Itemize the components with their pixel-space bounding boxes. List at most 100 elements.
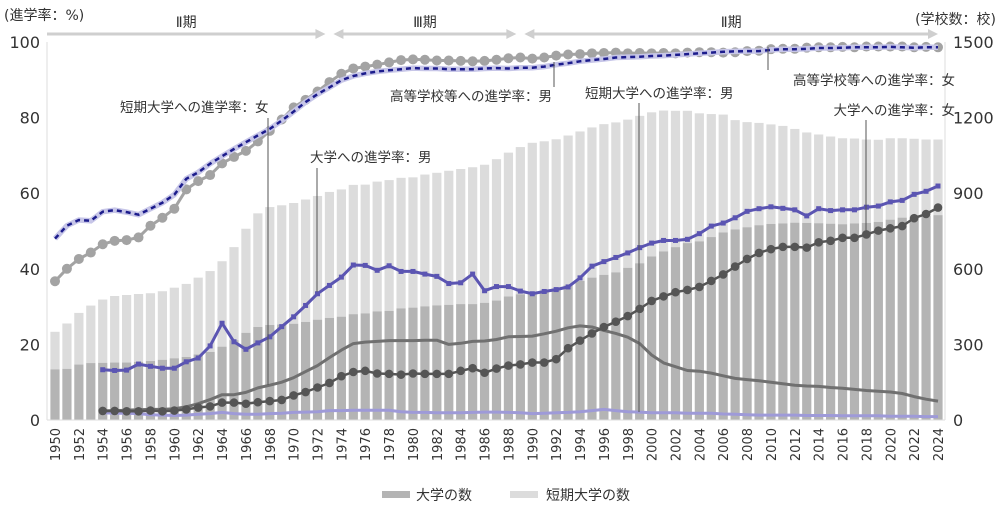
x-tick-label: 1996 xyxy=(598,428,613,461)
bar-universities-2021 xyxy=(897,217,907,420)
point-univ-male-1979 xyxy=(398,268,404,274)
point-univ-male-1974 xyxy=(338,274,344,280)
x-tick-label: 1964 xyxy=(216,428,231,461)
point-univ-female-1974 xyxy=(337,371,346,381)
point-univ-male-2021 xyxy=(899,197,905,203)
point-univ-male-1961 xyxy=(183,359,189,365)
bar-junior-colleges-2007 xyxy=(730,120,740,230)
bar-junior-colleges-1988 xyxy=(503,152,514,297)
bar-junior-colleges-2017 xyxy=(849,138,860,224)
point-univ-male-2007 xyxy=(732,215,738,221)
point-univ-male-1998 xyxy=(625,250,631,256)
point-univ-female-1995 xyxy=(587,329,597,338)
point-univ-female-1965 xyxy=(229,398,239,407)
legend: 大学の数 短期大学の数 xyxy=(382,488,630,504)
point-univ-female-2008 xyxy=(742,254,752,264)
bar-junior-colleges-2006 xyxy=(718,114,728,233)
bar-universities-1963 xyxy=(205,351,215,420)
bar-junior-colleges-2016 xyxy=(837,138,848,225)
bar-junior-colleges-1975 xyxy=(348,184,358,315)
bar-universities-1990 xyxy=(527,292,537,420)
point-hs-female-1957 xyxy=(133,232,144,243)
point-univ-female-2019 xyxy=(874,226,883,235)
bar-junior-colleges-2002 xyxy=(670,110,681,248)
x-tick-label: 1984 xyxy=(455,428,470,461)
bar-junior-colleges-1996 xyxy=(599,124,609,275)
point-univ-male-1967 xyxy=(255,340,261,346)
bar-junior-colleges-2023 xyxy=(921,139,931,216)
point-univ-male-1999 xyxy=(637,245,643,251)
bar-universities-2010 xyxy=(766,223,776,420)
point-univ-female-1984 xyxy=(456,366,466,376)
bar-universities-2017 xyxy=(849,223,860,420)
point-univ-male-1982 xyxy=(434,273,440,279)
x-tick-label: 2010 xyxy=(765,428,780,461)
x-tick-label: 1968 xyxy=(264,428,279,461)
point-univ-female-1964 xyxy=(217,398,227,407)
x-tick-label: 1970 xyxy=(288,428,303,461)
bar-universities-2008 xyxy=(742,227,752,420)
point-univ-female-1969 xyxy=(277,395,287,405)
point-univ-male-2005 xyxy=(708,223,714,229)
period-arrow-head xyxy=(928,29,938,39)
bar-universities-1986 xyxy=(479,302,490,420)
bar-junior-colleges-2020 xyxy=(885,138,895,220)
annotation-label: 短期大学への進学率：男 xyxy=(585,85,734,102)
bar-junior-colleges-1970 xyxy=(289,203,299,324)
point-univ-male-2006 xyxy=(720,220,726,226)
bar-universities-1988 xyxy=(503,296,514,420)
point-univ-female-1963 xyxy=(205,402,215,411)
point-univ-male-2009 xyxy=(756,206,762,212)
bar-universities-1962 xyxy=(193,354,203,420)
bar-junior-colleges-1986 xyxy=(479,164,490,303)
annotation-4: 短期大学への進学率：男 xyxy=(585,85,734,412)
right-tick-label: 1200 xyxy=(953,109,994,128)
bar-universities-1994 xyxy=(575,280,585,420)
point-univ-female-2021 xyxy=(897,221,907,231)
point-univ-female-1997 xyxy=(611,317,621,327)
point-univ-male-1990 xyxy=(529,291,535,297)
x-tick-label: 2016 xyxy=(837,428,852,461)
point-univ-male-1997 xyxy=(613,254,619,260)
x-tick-label: 1974 xyxy=(335,428,350,461)
point-univ-female-1981 xyxy=(420,369,430,379)
point-hs-female-1991 xyxy=(539,52,550,63)
point-univ-male-1970 xyxy=(291,314,297,320)
left-tick-label: 60 xyxy=(20,184,40,203)
x-tick-label: 2006 xyxy=(717,428,732,461)
point-univ-female-1994 xyxy=(575,336,585,345)
bar-universities-1979 xyxy=(396,308,406,420)
bar-junior-colleges-1989 xyxy=(515,147,525,295)
point-hs-female-1992 xyxy=(551,50,562,61)
point-hs-female-1963 xyxy=(205,170,216,181)
point-univ-female-1972 xyxy=(313,383,322,392)
point-hs-female-1953 xyxy=(85,247,96,258)
right-tick-label: 300 xyxy=(953,335,984,354)
point-univ-male-1955 xyxy=(112,367,118,373)
legend-swatch-junior-colleges xyxy=(510,491,538,498)
x-tick-label: 1986 xyxy=(479,428,494,461)
bar-universities-2016 xyxy=(837,224,848,420)
bar-junior-colleges-2000 xyxy=(647,112,657,257)
point-univ-female-1958 xyxy=(146,406,155,415)
point-univ-male-2001 xyxy=(661,237,667,243)
point-univ-male-1977 xyxy=(374,267,380,273)
annotation-label: 高等学校等への進学率：女 xyxy=(793,72,955,89)
point-univ-female-2001 xyxy=(659,292,668,301)
point-univ-male-1957 xyxy=(136,361,142,367)
series-jc-male xyxy=(102,407,938,419)
bar-junior-colleges-2022 xyxy=(909,138,919,217)
bar-universities-1953 xyxy=(86,363,96,420)
bar-universities-1985 xyxy=(468,304,478,420)
bar-universities-1980 xyxy=(408,307,418,420)
bar-junior-colleges-1983 xyxy=(444,170,454,305)
point-univ-male-1976 xyxy=(362,262,368,268)
annotation-label: 短期大学への進学率：女 xyxy=(120,99,269,116)
x-tick-label: 1992 xyxy=(550,428,565,461)
bar-junior-colleges-2001 xyxy=(658,110,669,252)
bar-junior-colleges-2005 xyxy=(706,114,716,238)
point-univ-male-1978 xyxy=(386,263,392,269)
bar-junior-colleges-1959 xyxy=(157,291,167,360)
point-univ-female-2010 xyxy=(766,244,776,254)
